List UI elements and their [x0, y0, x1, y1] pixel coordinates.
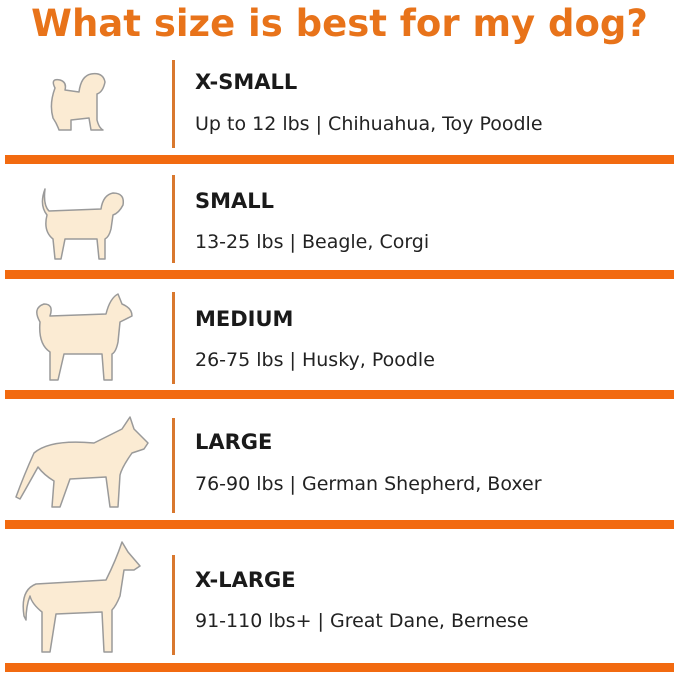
size-description-medium: 26-75 lbs | Husky, Poodle [195, 349, 435, 371]
size-label-large: LARGE [195, 430, 273, 454]
divider-bar [5, 663, 674, 672]
size-description-small: 13-25 lbs | Beagle, Corgi [195, 231, 430, 253]
divider-bar [5, 270, 674, 279]
divider [172, 292, 175, 384]
divider-bar [5, 155, 674, 164]
divider [172, 418, 175, 513]
divider-bar [5, 390, 674, 399]
page-title: What size is best for my dog? [31, 2, 648, 45]
size-label-x-large: X-LARGE [195, 568, 296, 592]
divider [172, 555, 175, 655]
size-description-x-small: Up to 12 lbs | Chihuahua, Toy Poodle [195, 113, 543, 135]
divider [172, 60, 175, 148]
divider [172, 175, 175, 263]
husky-icon [36, 293, 133, 381]
size-label-medium: MEDIUM [195, 307, 294, 331]
german-shepherd-icon [15, 416, 149, 508]
size-label-small: SMALL [195, 189, 275, 213]
divider-bar [5, 520, 674, 529]
beagle-icon [41, 188, 125, 260]
great-dane-icon [22, 541, 141, 653]
size-label-x-small: X-SMALL [195, 70, 298, 94]
size-description-large: 76-90 lbs | German Shepherd, Boxer [195, 473, 542, 495]
small-fluffy-dog-icon [50, 72, 106, 131]
size-description-x-large: 91-110 lbs+ | Great Dane, Bernese [195, 610, 529, 632]
